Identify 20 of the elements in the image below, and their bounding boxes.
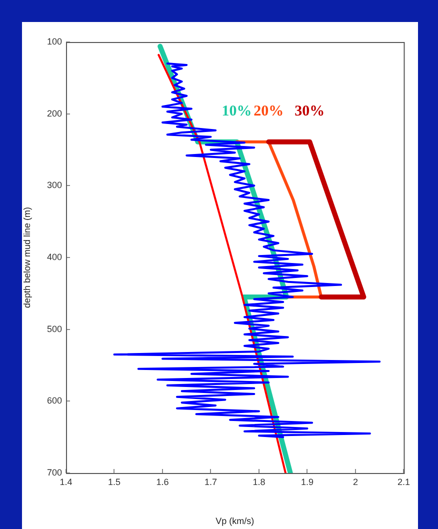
- series-label: 30%: [294, 104, 325, 120]
- y-tick-label: 300: [46, 180, 62, 190]
- x-tick-label: 2: [352, 476, 358, 487]
- series-label: 10%: [222, 104, 252, 120]
- x-tick-label: 1.9: [300, 476, 314, 487]
- x-tick-label: 1.5: [108, 476, 121, 487]
- x-axis-title: Vp (km/s): [216, 516, 254, 526]
- y-tick-label: 700: [46, 467, 62, 478]
- y-tick-label: 200: [46, 108, 62, 118]
- x-tick-label: 1.8: [252, 476, 266, 487]
- y-tick-label: 500: [46, 324, 62, 334]
- x-tick-label: 2.1: [397, 476, 410, 487]
- x-tick-label: 1.4: [60, 476, 72, 487]
- y-axis-title: depth below mud line (m): [22, 206, 32, 308]
- y-tick-label: 600: [46, 396, 62, 406]
- series-label: 20%: [254, 104, 284, 120]
- y-tick-label: 100: [46, 36, 62, 46]
- y-tick-label: 400: [46, 252, 62, 262]
- x-tick-label: 1.6: [156, 476, 169, 487]
- x-tick-label: 1.7: [204, 476, 218, 487]
